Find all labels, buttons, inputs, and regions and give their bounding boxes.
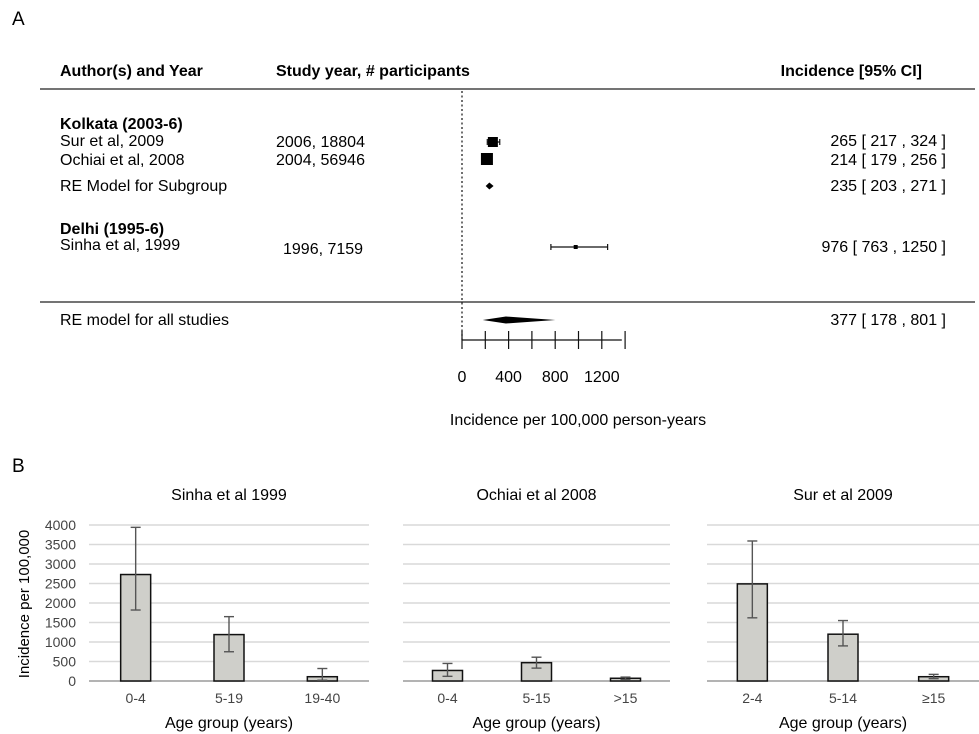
- subgroup-title-delhi: Delhi (1995-6): [60, 221, 164, 238]
- subgroup-summary-ci-text: 235 [ 203 , 271 ]: [830, 178, 946, 195]
- subgroup-title-kolkata: Kolkata (2003-6): [60, 116, 183, 133]
- bar-y-tick-label: 0: [68, 673, 76, 689]
- bar-category-label: ≥15: [922, 690, 945, 706]
- forest-x-tick-label: 800: [542, 369, 569, 386]
- overall-ci-text: 377 [ 178 , 801 ]: [830, 312, 946, 329]
- forest-x-tick-label: 0: [458, 369, 467, 386]
- bar-category-label: 19-40: [304, 690, 340, 706]
- bar-category-label: 0-4: [437, 690, 457, 706]
- bar-subplot-title: Ochiai et al 2008: [476, 487, 596, 504]
- bar-subplots: Sinha et al 1999 0-4 5-19 19-40 Age group (y…: [45, 487, 979, 732]
- bar-y-axis-label: Incidence per 100,000: [16, 530, 33, 678]
- bar-y-tick-label: 1500: [45, 615, 76, 631]
- bar-y-tick-label: 1000: [45, 634, 76, 650]
- bar-category-label: 5-15: [522, 690, 550, 706]
- forest-x-tick-label: 1200: [584, 369, 620, 386]
- study-details: 2006, 18804: [276, 134, 365, 151]
- col-header-study: Study year, # participants: [276, 63, 470, 80]
- study-point: [480, 153, 493, 165]
- bar-category-label: 5-14: [829, 690, 857, 706]
- study-author: Sur et al, 2009: [60, 133, 164, 150]
- bar-category-label: 5-19: [215, 690, 243, 706]
- col-header-author: Author(s) and Year: [60, 63, 203, 80]
- bar-subplot-title: Sur et al 2009: [793, 487, 893, 504]
- study-details: 2004, 56946: [276, 152, 365, 169]
- bar-y-tick-label: 3000: [45, 556, 76, 572]
- bar-category-label: >15: [614, 690, 638, 706]
- forest-plot-marks: 0 400 800 1200: [458, 91, 626, 386]
- bar-category-label: 0-4: [126, 690, 146, 706]
- bar-x-axis-label: Age group (years): [165, 715, 293, 732]
- bar-y-tick-label: 3500: [45, 537, 76, 553]
- study-ci-text: 265 [ 217 , 324 ]: [830, 133, 946, 150]
- study-details: 1996, 7159: [283, 241, 363, 258]
- summary-diamond: [482, 316, 556, 324]
- bar-y-tick-label: 2000: [45, 595, 76, 611]
- bar-x-axis-label: Age group (years): [472, 715, 600, 732]
- bar-x-axis-label: Age group (years): [779, 715, 907, 732]
- panel-a-label: A: [12, 9, 25, 30]
- study-author: Ochiai et al, 2008: [60, 152, 185, 169]
- study-author: Sinha et al, 1999: [60, 237, 180, 254]
- study-ci-text: 214 [ 179 , 256 ]: [830, 152, 946, 169]
- study-point: [487, 137, 498, 147]
- forest-x-axis-label: Incidence per 100,000 person-years: [450, 412, 706, 429]
- bar-y-tick-label: 4000: [45, 517, 76, 533]
- study-point: [573, 245, 578, 249]
- summary-diamond: [485, 182, 494, 190]
- bar-y-tick-label: 2500: [45, 576, 76, 592]
- bar-category-label: 2-4: [742, 690, 762, 706]
- col-header-incidence: Incidence [95% CI]: [781, 63, 922, 80]
- forest-x-tick-label: 400: [495, 369, 522, 386]
- bar-subplot-title: Sinha et al 1999: [171, 487, 287, 504]
- panel-b-label: B: [12, 456, 25, 477]
- bar-y-tick-label: 500: [53, 654, 77, 670]
- overall-label: RE model for all studies: [60, 312, 229, 329]
- subgroup-summary-label: RE Model for Subgroup: [60, 178, 227, 195]
- study-ci-text: 976 [ 763 , 1250 ]: [821, 239, 946, 256]
